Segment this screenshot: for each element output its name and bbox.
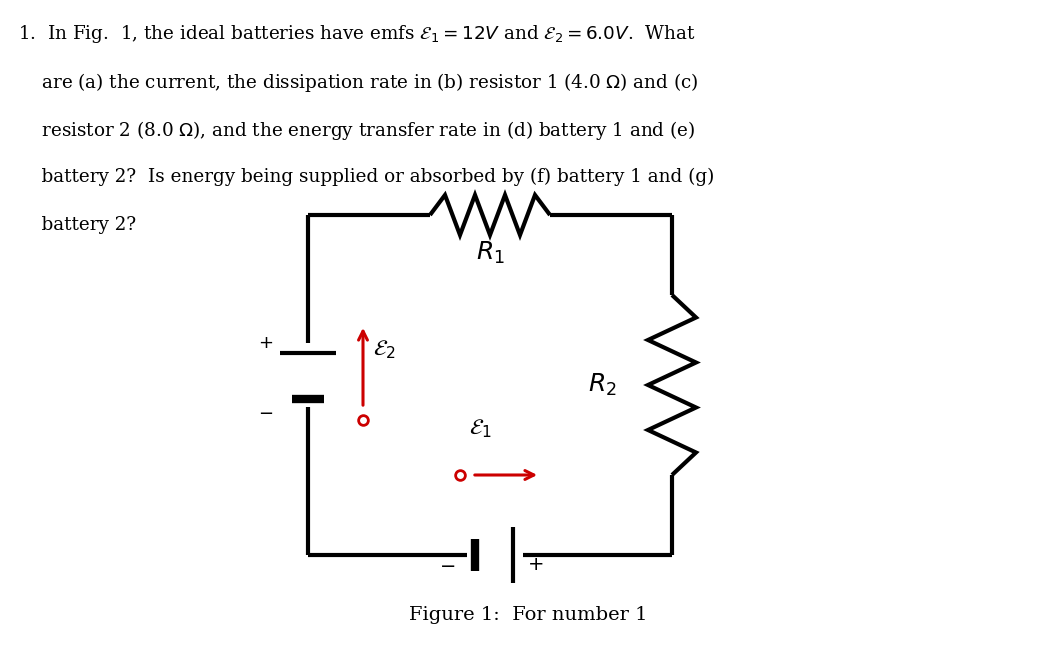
Text: $-$: $-$ [259, 403, 274, 421]
Text: $\mathcal{E}_1$: $\mathcal{E}_1$ [469, 417, 491, 440]
Text: $\mathcal{E}_2$: $\mathcal{E}_2$ [373, 339, 396, 361]
Text: Figure 1:  For number 1: Figure 1: For number 1 [409, 606, 647, 624]
Text: 1.  In Fig.  1, the ideal batteries have emfs $\mathcal{E}_1 = 12V$ and $\mathca: 1. In Fig. 1, the ideal batteries have e… [18, 23, 696, 45]
Text: $R_1$: $R_1$ [475, 240, 505, 266]
Text: resistor 2 (8.0 $\Omega$), and the energy transfer rate in (d) battery 1 and (e): resistor 2 (8.0 $\Omega$), and the energ… [18, 119, 695, 143]
Text: $R_2$: $R_2$ [588, 372, 617, 398]
Text: battery 2?: battery 2? [18, 216, 136, 234]
Text: $+$: $+$ [527, 556, 543, 574]
Text: are (a) the current, the dissipation rate in (b) resistor 1 (4.0 $\Omega$) and (: are (a) the current, the dissipation rat… [18, 71, 698, 94]
Text: battery 2?  Is energy being supplied or absorbed by (f) battery 1 and (g): battery 2? Is energy being supplied or a… [18, 168, 714, 186]
Text: $+$: $+$ [259, 334, 274, 352]
Text: $-$: $-$ [439, 556, 455, 574]
